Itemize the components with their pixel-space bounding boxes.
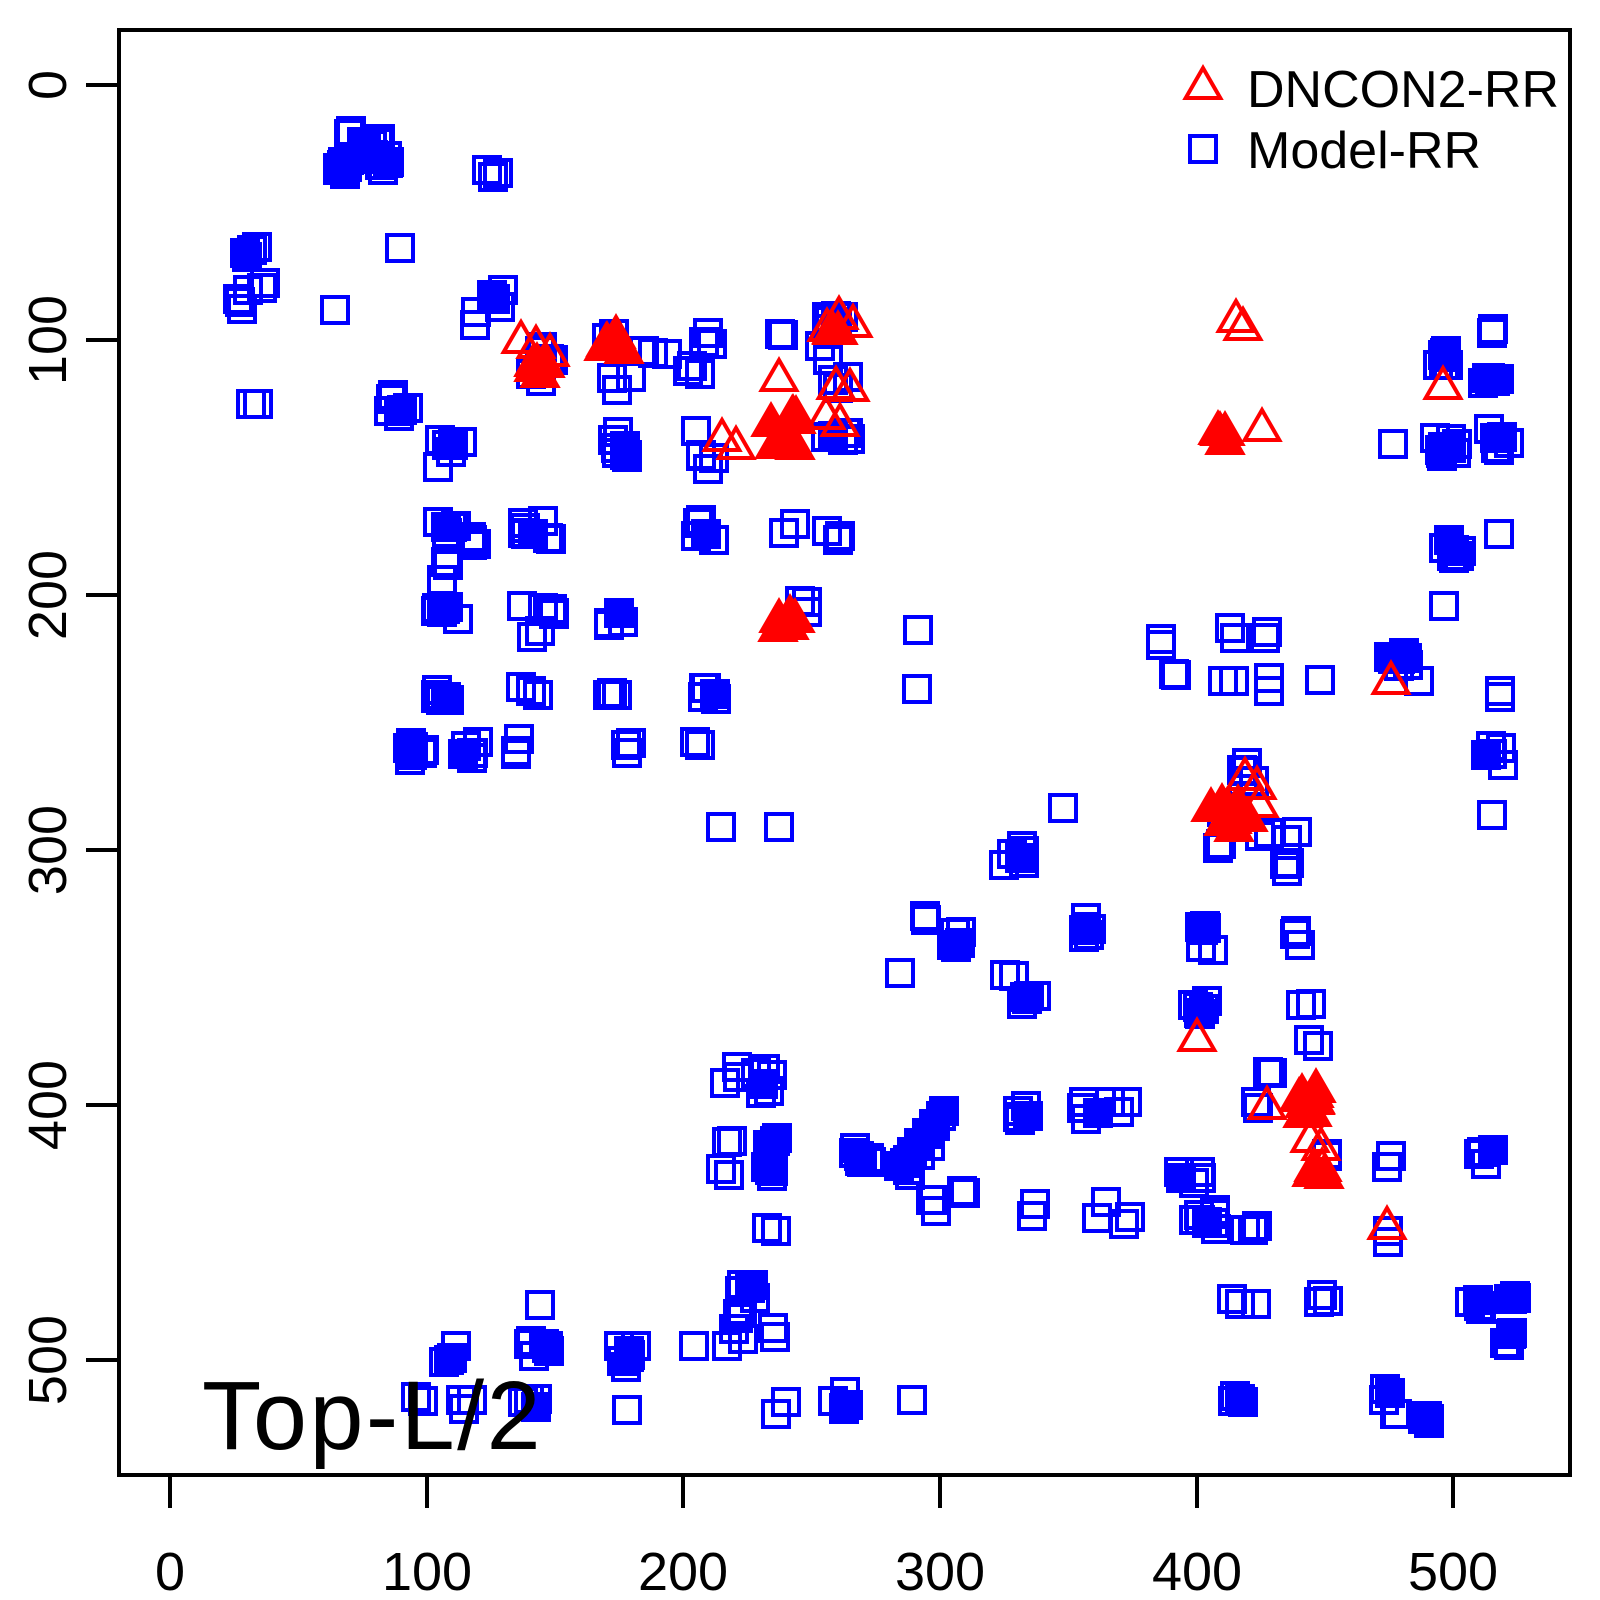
svg-text:Model-RR: Model-RR	[1247, 122, 1481, 180]
svg-text:100: 100	[18, 295, 78, 385]
svg-text:Top-L/2: Top-L/2	[202, 1361, 543, 1470]
svg-text:0: 0	[18, 70, 78, 100]
svg-text:300: 300	[18, 805, 78, 895]
svg-text:500: 500	[1408, 1542, 1498, 1600]
svg-text:300: 300	[895, 1542, 985, 1600]
svg-text:100: 100	[382, 1542, 472, 1600]
svg-text:400: 400	[1152, 1542, 1242, 1600]
svg-text:500: 500	[18, 1315, 78, 1405]
svg-text:400: 400	[18, 1060, 78, 1150]
svg-text:200: 200	[638, 1542, 728, 1600]
svg-text:DNCON2-RR: DNCON2-RR	[1247, 61, 1559, 119]
svg-text:200: 200	[18, 550, 78, 640]
svg-text:0: 0	[155, 1542, 185, 1600]
